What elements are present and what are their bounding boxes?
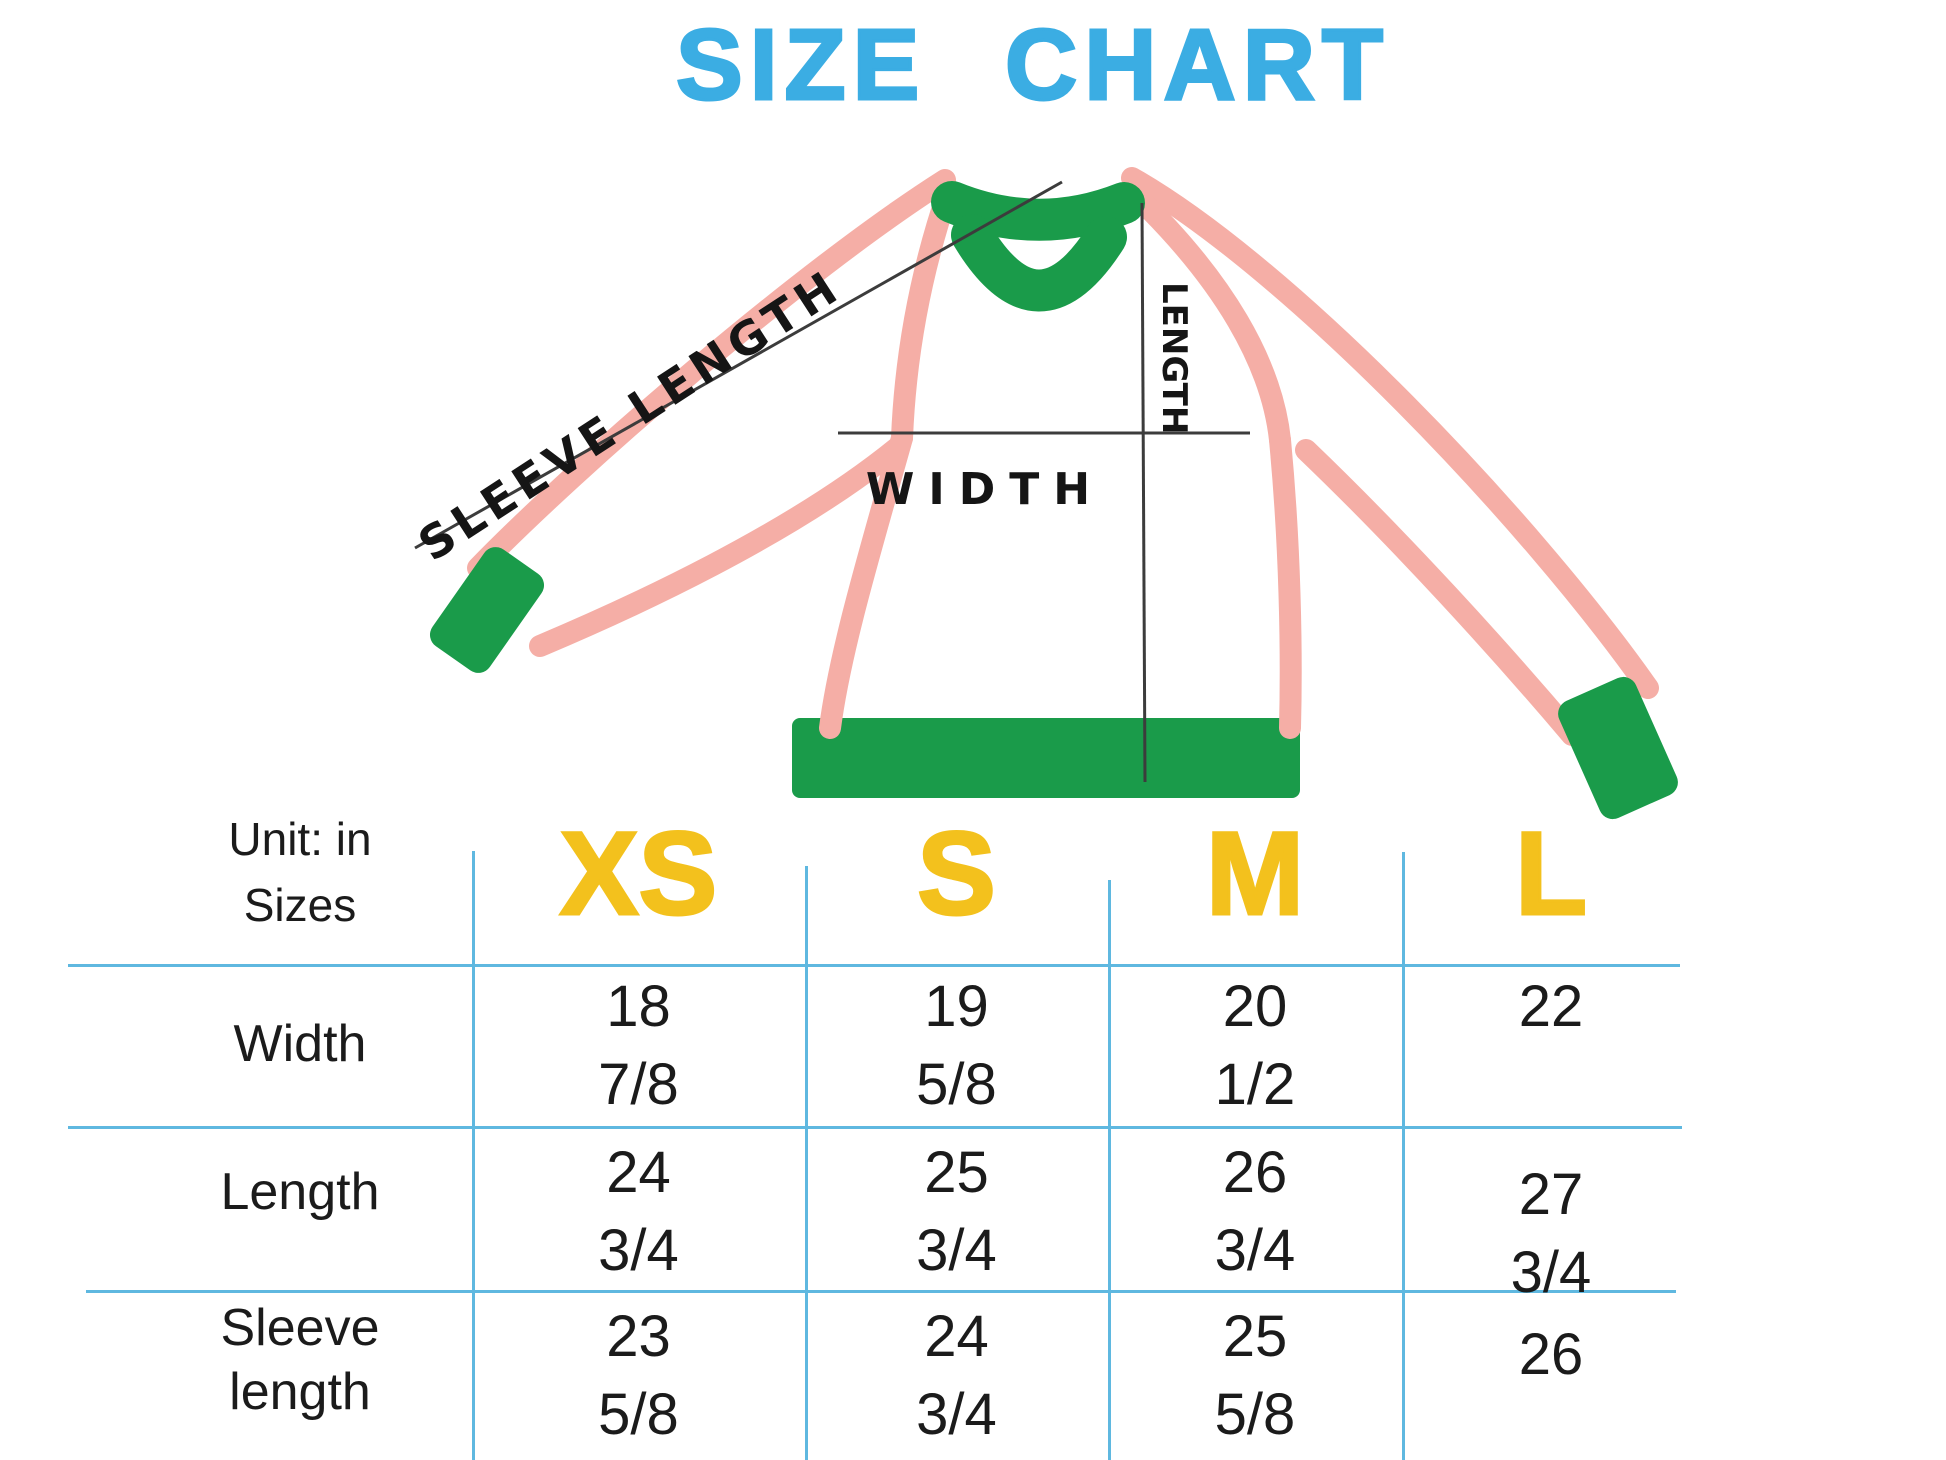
cell-fraction: 5/8 (598, 1382, 679, 1447)
measurement-lines (414, 180, 1250, 783)
table-vline-2 (805, 866, 808, 1460)
sweater-outline (467, 167, 1659, 746)
cell-sleeve-xs: 23 5/8 (472, 1298, 805, 1454)
cell-fraction: 3/4 (598, 1218, 679, 1283)
sleeve-length-line (414, 180, 1063, 550)
cell-whole: 26 (1222, 1140, 1288, 1205)
row-label-length: Length (95, 1160, 505, 1224)
cell-fraction: 3/4 (916, 1218, 997, 1283)
cell-whole: 26 (1518, 1322, 1584, 1387)
sweater-hem (792, 718, 1300, 798)
cell-width-m: 20 1/2 (1108, 968, 1402, 1124)
cell-length-s: 25 3/4 (805, 1134, 1108, 1290)
cell-sleeve-s: 24 3/4 (805, 1298, 1108, 1454)
sweater-collar (931, 181, 1145, 312)
cell-length-m: 26 3/4 (1108, 1134, 1402, 1290)
column-header-xs: XS (558, 807, 718, 942)
cell-width-xs: 18 7/8 (472, 968, 805, 1124)
row-label-sleeve-length: Sleeve length (95, 1296, 505, 1424)
row-label-width: Width (95, 1012, 505, 1076)
page-title: SIZE CHART (675, 8, 1390, 123)
cell-length-l: 27 3/4 (1402, 1134, 1700, 1312)
cell-fraction: 5/8 (916, 1052, 997, 1117)
table-hline-length (86, 1290, 1676, 1293)
cell-whole: 22 (1518, 974, 1584, 1039)
cell-fraction: 1/2 (1214, 1052, 1296, 1117)
cell-fraction: 7/8 (598, 1052, 679, 1117)
cell-sleeve-m: 25 5/8 (1108, 1298, 1402, 1454)
row-label-line: Length (220, 1163, 380, 1221)
cell-length-xs: 24 3/4 (472, 1134, 805, 1290)
cell-whole: 19 (924, 974, 989, 1039)
cell-whole: 25 (924, 1140, 989, 1205)
length-label: LENGTH (1154, 282, 1194, 435)
row-label-line: Sleeve (220, 1299, 380, 1357)
cell-whole: 20 (1222, 974, 1288, 1039)
unit-header: Unit: in Sizes (95, 806, 505, 938)
cell-whole: 24 (924, 1304, 989, 1369)
table-vline-1 (472, 851, 475, 1460)
sweater-cuffs (429, 547, 1678, 820)
cell-fraction: 3/4 (916, 1382, 997, 1447)
length-line (1140, 202, 1147, 783)
table-hline-header (68, 964, 1680, 967)
table-hline-width (68, 1126, 1682, 1129)
cell-whole: 25 (1222, 1304, 1288, 1369)
cell-sleeve-l: 26 (1402, 1298, 1700, 1394)
sizes-label: Sizes (243, 879, 357, 931)
cell-width-l: 22 (1402, 968, 1700, 1046)
row-label-line: length (229, 1363, 371, 1421)
column-header-m: M (1204, 807, 1305, 942)
column-header-l: L (1513, 807, 1588, 942)
table-vline-4 (1402, 852, 1405, 1460)
row-label-line: Width (233, 1015, 367, 1073)
cell-width-s: 19 5/8 (805, 968, 1108, 1124)
width-label: WIDTH (865, 464, 1105, 515)
cell-whole: 27 (1518, 1162, 1584, 1227)
table-vline-3 (1108, 880, 1111, 1460)
cell-fraction: 5/8 (1214, 1382, 1296, 1447)
cell-whole: 18 (606, 974, 671, 1039)
cell-fraction: 3/4 (1214, 1218, 1296, 1283)
cell-whole: 23 (606, 1304, 671, 1369)
unit-label: Unit: in (228, 813, 372, 865)
cell-whole: 24 (606, 1140, 671, 1205)
cell-fraction: 3/4 (1510, 1240, 1592, 1305)
column-header-s: S (916, 807, 998, 942)
